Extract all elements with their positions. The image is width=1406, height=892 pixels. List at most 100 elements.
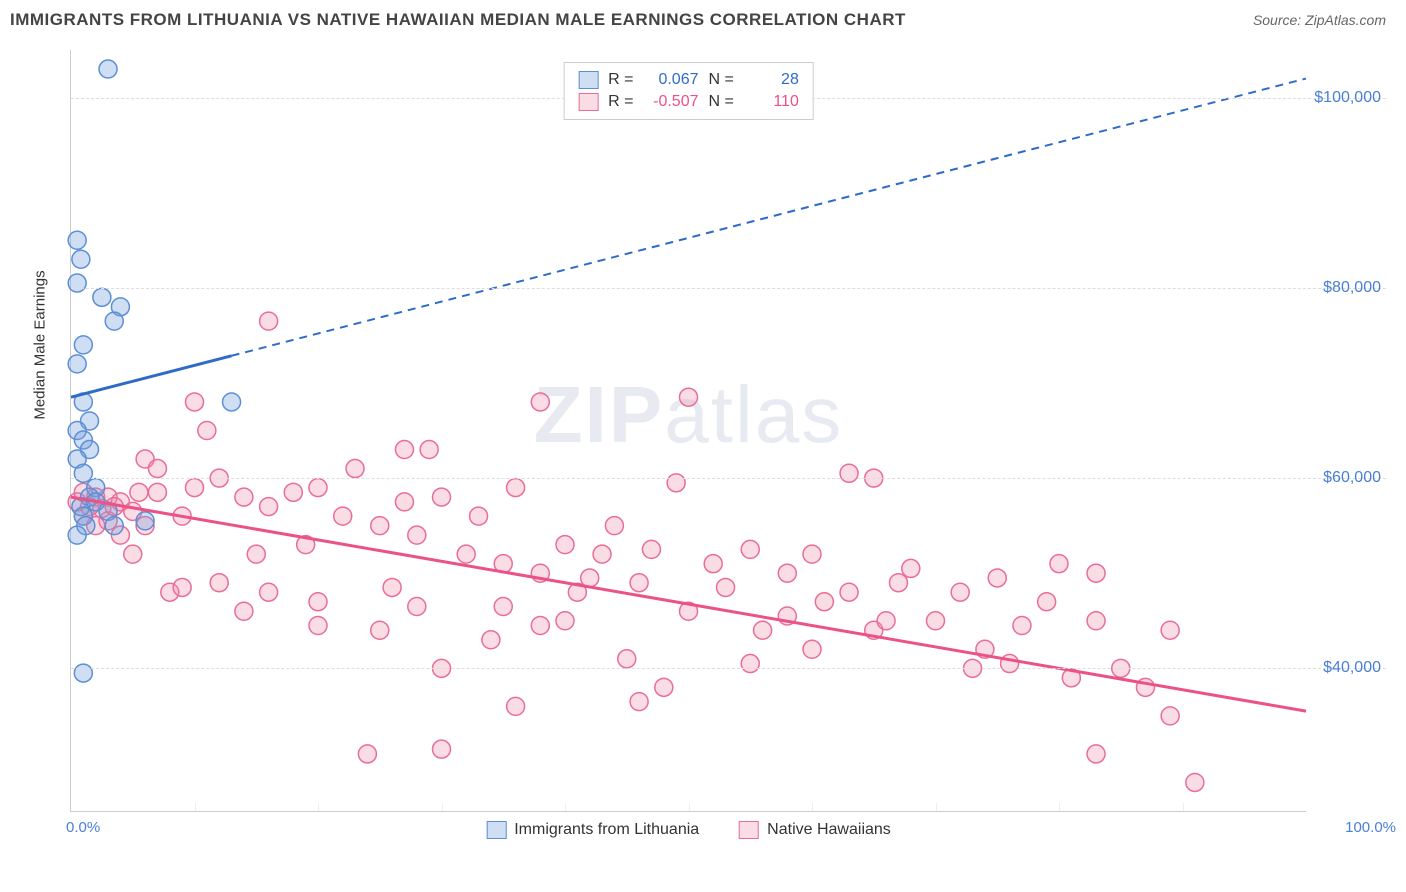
data-point [556, 536, 574, 554]
data-point [74, 464, 92, 482]
x-max-label: 100.0% [1345, 819, 1396, 836]
data-point [1050, 555, 1068, 573]
stats-row-1: R = -0.507 N = 110 [578, 91, 799, 113]
data-point [72, 250, 90, 268]
data-point [420, 441, 438, 459]
data-point [630, 574, 648, 592]
data-point [531, 617, 549, 635]
data-point [198, 422, 216, 440]
data-point [803, 545, 821, 563]
data-point [1186, 773, 1204, 791]
series-legend: Immigrants from Lithuania Native Hawaiia… [486, 821, 891, 839]
data-point [371, 621, 389, 639]
data-point [778, 564, 796, 582]
data-point [68, 526, 86, 544]
swatch-icon [739, 821, 759, 839]
data-point [130, 483, 148, 501]
data-point [105, 517, 123, 535]
data-point [74, 336, 92, 354]
data-point [494, 597, 512, 615]
stats-row-0: R = 0.067 N = 28 [578, 69, 799, 91]
data-point [717, 578, 735, 596]
stat-N-label: N = [709, 71, 734, 89]
y-axis-label: Median Male Earnings [32, 270, 49, 419]
data-point [655, 678, 673, 696]
data-point [68, 231, 86, 249]
data-point [840, 583, 858, 601]
stat-R-value: -0.507 [644, 93, 699, 111]
data-point [1038, 593, 1056, 611]
plot-area: ZIPatlas R = 0.067 N = 28 R = -0.507 N =… [70, 50, 1306, 812]
data-point [470, 507, 488, 525]
data-point [148, 483, 166, 501]
legend-item-1: Native Hawaiians [739, 821, 891, 839]
data-point [754, 621, 772, 639]
data-point [284, 483, 302, 501]
trend-line-dashed [232, 79, 1306, 356]
chart-source: Source: ZipAtlas.com [1253, 12, 1386, 28]
stat-N-label: N = [709, 93, 734, 111]
stat-R-label: R = [608, 71, 633, 89]
data-point [1087, 612, 1105, 630]
data-point [93, 288, 111, 306]
data-point [346, 460, 364, 478]
data-point [457, 545, 475, 563]
data-point [260, 312, 278, 330]
data-point [927, 612, 945, 630]
data-point [235, 488, 253, 506]
data-point [642, 540, 660, 558]
data-point [840, 464, 858, 482]
data-point [68, 274, 86, 292]
data-point [877, 612, 895, 630]
swatch-icon [578, 71, 598, 89]
data-point [593, 545, 611, 563]
data-point [186, 479, 204, 497]
data-point [988, 569, 1006, 587]
data-point [507, 479, 525, 497]
y-tick-label: $80,000 [1323, 279, 1381, 297]
data-point [889, 574, 907, 592]
data-point [235, 602, 253, 620]
data-point [667, 474, 685, 492]
chart-header: IMMIGRANTS FROM LITHUANIA VS NATIVE HAWA… [0, 0, 1406, 35]
data-point [124, 545, 142, 563]
data-point [408, 597, 426, 615]
data-point [247, 545, 265, 563]
data-point [531, 393, 549, 411]
data-point [358, 745, 376, 763]
stat-N-value: 110 [744, 93, 799, 111]
data-point [223, 393, 241, 411]
data-point [482, 631, 500, 649]
data-point [433, 740, 451, 758]
data-point [74, 664, 92, 682]
data-point [371, 517, 389, 535]
chart-title: IMMIGRANTS FROM LITHUANIA VS NATIVE HAWA… [10, 10, 906, 30]
data-point [309, 479, 327, 497]
data-point [605, 517, 623, 535]
data-point [741, 540, 759, 558]
legend-label: Immigrants from Lithuania [514, 821, 699, 839]
data-point [902, 559, 920, 577]
data-point [68, 355, 86, 373]
y-tick-label: $100,000 [1314, 89, 1381, 107]
chart-container: Median Male Earnings ZIPatlas R = 0.067 … [50, 40, 1386, 842]
data-point [136, 512, 154, 530]
data-point [395, 493, 413, 511]
stat-N-value: 28 [744, 71, 799, 89]
data-point [408, 526, 426, 544]
data-point [1013, 617, 1031, 635]
data-point [630, 693, 648, 711]
data-point [260, 583, 278, 601]
x-min-label: 0.0% [66, 819, 100, 836]
y-tick-label: $40,000 [1323, 659, 1381, 677]
stat-R-value: 0.067 [644, 71, 699, 89]
data-point [186, 393, 204, 411]
data-point [581, 569, 599, 587]
data-point [1087, 745, 1105, 763]
data-point [815, 593, 833, 611]
data-point [260, 498, 278, 516]
data-point [173, 578, 191, 596]
data-point [99, 60, 117, 78]
data-point [680, 388, 698, 406]
data-point [383, 578, 401, 596]
